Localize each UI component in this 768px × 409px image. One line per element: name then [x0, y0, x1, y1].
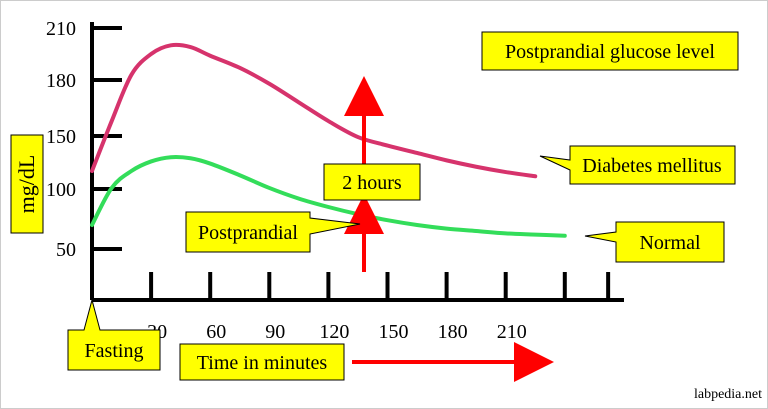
- diabetes-mellitus-line: [90, 42, 538, 179]
- two-hour-arrows: [344, 76, 554, 382]
- x-tick-label: 180: [438, 321, 468, 343]
- x-tick-label: 150: [379, 321, 409, 343]
- y-ticks: 50 100 150 180 210: [46, 18, 122, 261]
- normal-line: [90, 154, 567, 238]
- x-tick-label: 90: [265, 321, 285, 343]
- credit-text: labpedia.net: [694, 387, 762, 402]
- series-lines: [90, 42, 567, 238]
- postprandial-callout: Postprandial: [185, 211, 361, 253]
- title-box: Postprandial glucose level: [481, 31, 739, 71]
- y-tick-label: 210: [46, 18, 76, 40]
- fasting-label: Fasting: [85, 340, 144, 362]
- x-axis-label-box: Time in minutes: [179, 343, 345, 381]
- y-tick-label: 100: [46, 179, 76, 201]
- x-tick-label: 210: [497, 321, 527, 343]
- normal-callout: Normal: [584, 221, 725, 263]
- legend-normal-label: Normal: [639, 232, 701, 254]
- two-hours-box: 2 hours: [323, 163, 421, 201]
- y-axis-label: mg/dL: [14, 155, 39, 214]
- legend-diabetes-label: Diabetes mellitus: [582, 155, 722, 177]
- y-tick-label: 180: [46, 70, 76, 92]
- x-tick-label: 120: [319, 321, 349, 343]
- y-tick-label: 150: [46, 126, 76, 148]
- postprandial-label: Postprandial: [198, 222, 298, 244]
- chart-title: Postprandial glucose level: [505, 41, 715, 63]
- y-tick-label: 50: [56, 239, 76, 261]
- y-axis-label-box: mg/dL: [10, 134, 44, 234]
- fasting-callout: Fasting: [67, 298, 161, 371]
- two-hours-label: 2 hours: [342, 172, 402, 194]
- diabetes-callout: Diabetes mellitus: [539, 145, 736, 185]
- x-tick-label: 60: [206, 321, 226, 343]
- x-axis-label: Time in minutes: [197, 352, 328, 374]
- x-ticks: 306090120150180210: [147, 272, 611, 343]
